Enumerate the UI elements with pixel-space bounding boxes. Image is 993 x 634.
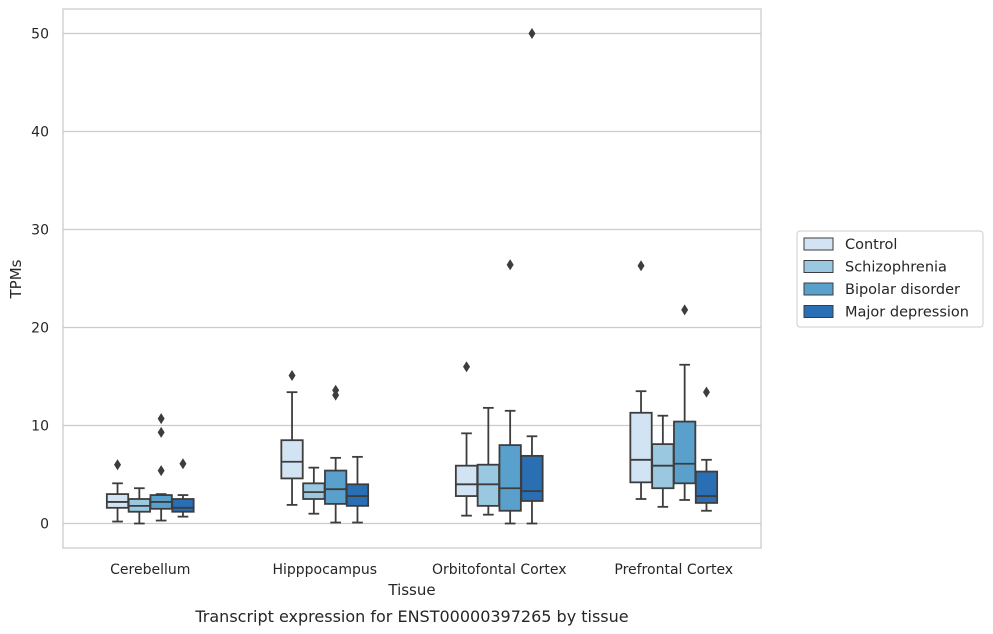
box-group	[454, 361, 479, 517]
box-group	[127, 487, 151, 525]
outlier-point	[288, 370, 296, 382]
box	[345, 483, 370, 507]
y-tick-label: 0	[40, 517, 49, 533]
outlier-point	[157, 426, 165, 438]
box-group	[280, 370, 304, 506]
plot-frame	[62, 8, 762, 549]
outlier-point	[332, 384, 340, 396]
x-axis-label: Tissue	[387, 581, 435, 599]
outlier-point	[114, 459, 122, 471]
legend-swatch	[803, 305, 834, 318]
box	[280, 439, 304, 480]
y-tick-label: 40	[31, 125, 49, 141]
y-tick-label: 30	[31, 223, 49, 239]
legend-label: Major depression	[845, 305, 969, 321]
x-tick-label: Orbitofontal Cortex	[432, 562, 567, 578]
box-group	[629, 260, 653, 500]
outlier-point	[463, 361, 471, 373]
outlier-point	[702, 386, 710, 398]
box-group	[302, 466, 326, 515]
box-group	[673, 304, 697, 501]
box	[498, 444, 522, 512]
y-tick-labels: 0 10 20 30 40 50	[31, 27, 49, 533]
legend-frame	[796, 230, 984, 328]
box	[629, 411, 653, 484]
y-axis-label: TPMs	[7, 259, 25, 299]
outlier-point	[157, 465, 165, 477]
legend-swatch	[803, 282, 834, 296]
outlier-point	[179, 458, 187, 470]
box	[105, 493, 130, 509]
legend-label: Bipolar disorder	[845, 282, 960, 298]
legend-swatch	[803, 260, 834, 273]
box	[520, 454, 544, 502]
chart-caption: Transcript expression for ENST0000039726…	[194, 607, 628, 626]
y-tick-label: 10	[31, 419, 49, 435]
box	[694, 470, 719, 504]
box	[324, 469, 348, 505]
legend-label: Schizophrenia	[845, 260, 947, 276]
box-group	[345, 455, 370, 524]
outlier-point	[157, 413, 165, 425]
box-group	[171, 458, 195, 518]
x-tick-label: Cerebellum	[110, 562, 190, 578]
grid-lines	[63, 32, 761, 525]
boxes	[105, 28, 719, 525]
box	[476, 463, 500, 507]
y-tick-label: 20	[31, 321, 49, 337]
legend-swatch	[803, 237, 834, 251]
box-group	[520, 28, 544, 525]
box-group	[498, 259, 522, 525]
box-group	[105, 459, 130, 523]
outlier-point	[637, 260, 645, 272]
box	[454, 464, 479, 497]
box-group	[324, 384, 348, 524]
box-group	[651, 414, 675, 508]
y-tick-label: 50	[31, 27, 49, 43]
box	[302, 482, 326, 500]
box-group	[694, 386, 719, 512]
box	[673, 420, 697, 485]
outlier-point	[506, 259, 514, 271]
box-group	[476, 406, 500, 516]
box-group	[149, 413, 173, 522]
x-tick-label: Hipppocampus	[272, 562, 377, 578]
legend: Control Schizophrenia Bipolar disorder Majo…	[796, 230, 984, 328]
outlier-point	[528, 28, 536, 39]
legend-label: Control	[845, 237, 897, 253]
box	[171, 498, 195, 513]
outlier-point	[681, 304, 689, 316]
x-tick-labels: Cerebellum Hipppocampus Orbitofontal Corte…	[110, 562, 733, 578]
x-tick-label: Prefrontal Cortex	[614, 562, 733, 578]
